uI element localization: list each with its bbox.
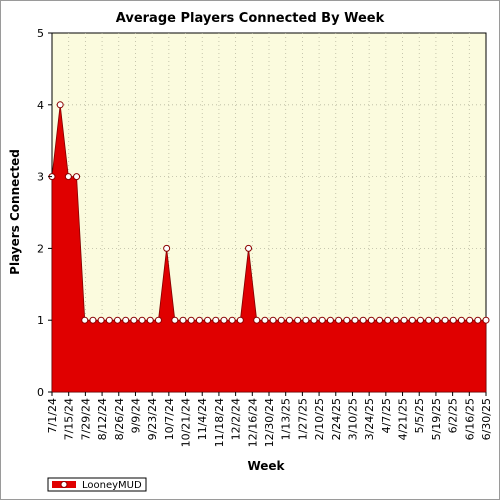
- data-point: [392, 316, 400, 324]
- data-point: [474, 316, 482, 324]
- data-point: [425, 316, 433, 324]
- data-point: [302, 316, 310, 324]
- x-tick-label: 12/30/24: [263, 398, 276, 447]
- data-point: [122, 316, 130, 324]
- y-axis-title: Players Connected: [8, 149, 22, 275]
- data-point: [64, 173, 72, 181]
- x-tick-label: 7/15/24: [63, 398, 76, 440]
- y-tick-label: 2: [37, 242, 44, 255]
- legend-label: LooneyMUD: [82, 480, 142, 491]
- y-tick-label: 1: [37, 314, 44, 327]
- data-point: [466, 316, 474, 324]
- data-point: [89, 316, 97, 324]
- x-tick-label: 6/30/25: [480, 398, 493, 440]
- data-point: [457, 316, 465, 324]
- x-tick-label: 12/2/24: [230, 398, 243, 440]
- x-tick-label: 11/4/24: [196, 398, 209, 440]
- data-point: [204, 316, 212, 324]
- data-point: [154, 316, 162, 324]
- data-point: [56, 101, 64, 109]
- data-point: [269, 316, 277, 324]
- x-tick-label: 5/5/25: [413, 398, 426, 433]
- x-tick-label: 6/2/25: [447, 398, 460, 433]
- y-tick-label: 3: [37, 171, 44, 184]
- data-point: [114, 316, 122, 324]
- data-point: [73, 173, 81, 181]
- legend: LooneyMUD: [47, 477, 147, 492]
- chart-title: Average Players Connected By Week: [116, 11, 385, 26]
- data-point: [343, 316, 351, 324]
- y-axis: 0 1 2 3 4 5: [37, 27, 52, 399]
- x-tick-label: 1/13/25: [280, 398, 293, 440]
- data-point: [220, 316, 228, 324]
- x-tick-label: 8/26/24: [113, 398, 126, 440]
- data-point: [97, 316, 105, 324]
- data-point: [433, 316, 441, 324]
- data-point: [400, 316, 408, 324]
- data-point: [163, 244, 171, 252]
- x-tick-label: 3/24/25: [363, 398, 376, 440]
- data-point: [384, 316, 392, 324]
- y-tick-label: 4: [37, 99, 44, 112]
- x-tick-label: 7/1/24: [46, 398, 59, 433]
- data-point: [179, 316, 187, 324]
- data-point: [212, 316, 220, 324]
- x-tick-label: 6/16/25: [463, 398, 476, 440]
- data-point: [146, 316, 154, 324]
- data-point: [261, 316, 269, 324]
- x-tick-label: 2/10/25: [313, 398, 326, 440]
- data-point: [138, 316, 146, 324]
- data-point: [449, 316, 457, 324]
- x-tick-label: 3/10/25: [346, 398, 359, 440]
- x-tick-label: 4/7/25: [380, 398, 393, 433]
- x-axis-title: Week: [247, 459, 285, 473]
- x-tick-label: 9/23/24: [146, 398, 159, 440]
- x-tick-label: 10/7/24: [163, 398, 176, 440]
- data-point: [326, 316, 334, 324]
- x-tick-label: 7/29/24: [79, 398, 92, 440]
- data-point: [130, 316, 138, 324]
- data-point: [482, 316, 490, 324]
- x-axis: 7/1/24 7/15/24 7/29/24 8/12/24 8/26/24 9/9/24…: [46, 392, 493, 447]
- data-point: [441, 316, 449, 324]
- data-point: [351, 316, 359, 324]
- x-tick-label: 12/16/24: [246, 398, 259, 447]
- legend-marker: [60, 481, 68, 488]
- data-point: [171, 316, 179, 324]
- data-point: [285, 316, 293, 324]
- data-point: [294, 316, 302, 324]
- data-point: [195, 316, 203, 324]
- data-point: [408, 316, 416, 324]
- data-point: [310, 316, 318, 324]
- x-tick-label: 10/21/24: [180, 398, 193, 447]
- data-point: [253, 316, 261, 324]
- y-tick-label: 5: [37, 27, 44, 40]
- data-point: [245, 244, 253, 252]
- data-point: [105, 316, 113, 324]
- x-tick-label: 11/18/24: [213, 398, 226, 447]
- data-point: [376, 316, 384, 324]
- data-point: [81, 316, 89, 324]
- data-point: [228, 316, 236, 324]
- data-point: [277, 316, 285, 324]
- data-point: [236, 316, 244, 324]
- data-point: [318, 316, 326, 324]
- data-point: [359, 316, 367, 324]
- data-point: [416, 316, 424, 324]
- data-point: [367, 316, 375, 324]
- data-point: [187, 316, 195, 324]
- x-tick-label: 8/12/24: [96, 398, 109, 440]
- data-points: [48, 101, 490, 324]
- x-tick-label: 1/27/25: [296, 398, 309, 440]
- x-tick-label: 2/24/25: [330, 398, 343, 440]
- x-tick-label: 9/9/24: [129, 398, 142, 433]
- x-tick-label: 4/21/25: [397, 398, 410, 440]
- x-tick-label: 5/19/25: [430, 398, 443, 440]
- y-tick-label: 0: [37, 386, 44, 399]
- data-point: [335, 316, 343, 324]
